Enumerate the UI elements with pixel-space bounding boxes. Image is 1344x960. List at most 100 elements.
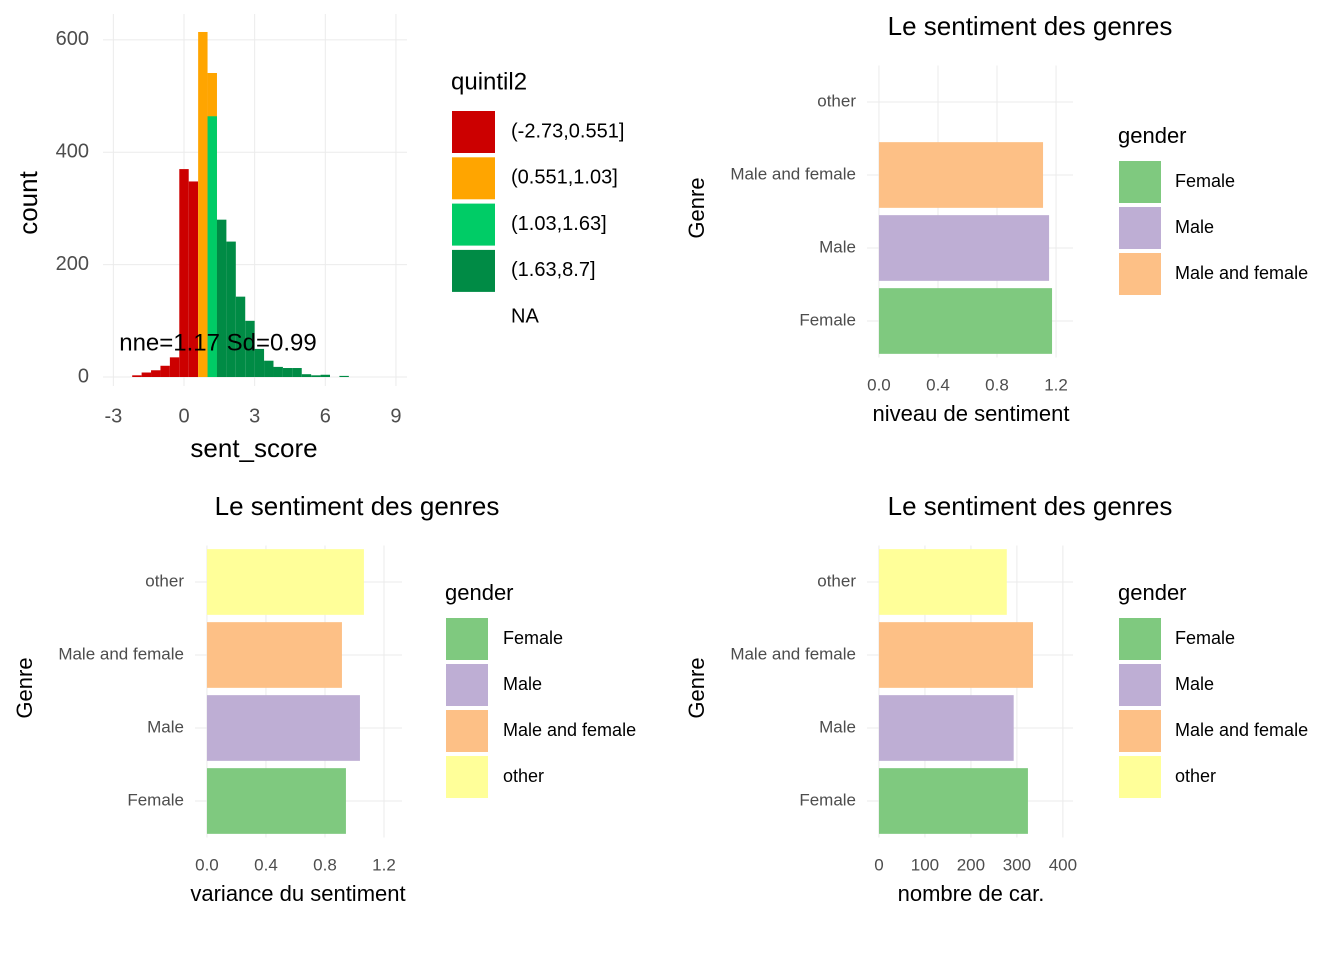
legend-title: quintil2 xyxy=(451,68,527,95)
x-tick-label: 0.0 xyxy=(867,375,891,394)
bar xyxy=(878,142,1044,208)
x-tick-label: 0.4 xyxy=(926,375,950,394)
histogram-bar xyxy=(226,241,236,378)
legend-label: Male and female xyxy=(503,720,636,740)
x-axis-label: sent_score xyxy=(190,433,317,463)
y-tick-label: Male xyxy=(147,717,184,736)
x-tick-label: 200 xyxy=(957,855,985,874)
x-axis-label: nombre de car. xyxy=(898,881,1045,906)
legend-title: gender xyxy=(445,580,514,605)
x-tick-label: 1.2 xyxy=(372,855,396,874)
chart-title: Le sentiment des genres xyxy=(888,491,1173,521)
histogram-bar xyxy=(320,374,330,378)
y-tick-label: other xyxy=(817,91,856,110)
legend-label: (1.03,1.63] xyxy=(511,213,607,235)
histogram-bar xyxy=(311,375,321,378)
y-tick-label: Male xyxy=(819,237,856,256)
legend-label: (1.63,8.7] xyxy=(511,259,596,281)
chart-title: Le sentiment des genres xyxy=(215,491,500,521)
legend-label: Male and female xyxy=(1175,263,1308,283)
x-tick-label: 0.0 xyxy=(195,855,219,874)
x-tick-label: 1.2 xyxy=(1044,375,1068,394)
histogram-bar xyxy=(339,375,349,378)
legend-key xyxy=(446,756,488,798)
histogram-bar xyxy=(151,370,161,378)
y-tick-label: Male and female xyxy=(58,644,184,663)
x-tick-label: 300 xyxy=(1003,855,1031,874)
bar xyxy=(878,622,1033,688)
legend-label: Female xyxy=(503,628,563,648)
y-axis-label: Genre xyxy=(684,177,709,238)
x-tick-label: 0.8 xyxy=(985,375,1009,394)
legend-key xyxy=(452,296,495,339)
bar xyxy=(878,695,1014,761)
legend-key xyxy=(1119,253,1161,295)
legend-label: other xyxy=(1175,766,1216,786)
x-tick-label: 100 xyxy=(911,855,939,874)
y-tick-label: Female xyxy=(127,790,184,809)
legend-key xyxy=(452,203,495,246)
histogram-bar xyxy=(254,348,265,378)
bar xyxy=(206,549,364,615)
y-tick-label: other xyxy=(145,571,184,590)
x-tick-label: 0.8 xyxy=(313,855,337,874)
legend-title: gender xyxy=(1118,580,1187,605)
legend-label: (0.551,1.03] xyxy=(511,167,618,189)
histogram-bar xyxy=(160,365,170,378)
legend-key xyxy=(1119,207,1161,249)
legend-key xyxy=(452,157,495,200)
y-tick-label: Male and female xyxy=(730,164,856,183)
y-axis-label: Genre xyxy=(684,657,709,718)
y-tick-label: 0 xyxy=(78,365,89,387)
x-tick-label: 0 xyxy=(874,855,883,874)
bar xyxy=(878,549,1007,615)
x-tick-label: 3 xyxy=(249,405,260,427)
histogram-bar xyxy=(141,372,152,378)
bar xyxy=(878,768,1028,834)
legend-label: other xyxy=(503,766,544,786)
x-tick-label: 400 xyxy=(1049,855,1077,874)
histogram-bar xyxy=(282,368,293,378)
legend-key xyxy=(1119,756,1161,798)
legend-label: Female xyxy=(1175,628,1235,648)
histogram-bar xyxy=(216,219,227,378)
histogram-bar xyxy=(235,296,246,378)
legend-title: gender xyxy=(1118,123,1187,148)
bar xyxy=(878,288,1053,354)
legend-key xyxy=(446,618,488,660)
y-tick-label: other xyxy=(817,571,856,590)
y-tick-label: 600 xyxy=(56,28,89,50)
histogram-bar xyxy=(273,366,283,378)
legend-label: Male and female xyxy=(1175,720,1308,740)
legend-key xyxy=(446,664,488,706)
legend-label: (-2.73,0.551] xyxy=(511,120,624,142)
bar xyxy=(206,622,342,688)
bar xyxy=(878,215,1050,281)
legend-key xyxy=(1119,664,1161,706)
x-tick-label: 0.4 xyxy=(254,855,278,874)
histogram-bar xyxy=(169,357,180,378)
histogram-bar xyxy=(292,368,302,378)
x-axis-label: niveau de sentiment xyxy=(873,401,1070,426)
y-tick-label: Female xyxy=(799,790,856,809)
histogram-bar xyxy=(198,31,208,378)
y-axis-label: count xyxy=(13,170,43,234)
chart-title: Le sentiment des genres xyxy=(888,11,1173,41)
y-tick-label: Male xyxy=(819,717,856,736)
histogram-bar xyxy=(264,360,274,378)
histogram-bar xyxy=(188,181,199,378)
x-tick-label: 6 xyxy=(320,405,331,427)
legend-key xyxy=(446,710,488,752)
legend-label: Male xyxy=(1175,217,1214,237)
x-tick-label: -3 xyxy=(104,405,122,427)
legend-key xyxy=(452,249,495,292)
histogram-bar xyxy=(132,375,142,378)
y-tick-label: 400 xyxy=(56,141,89,163)
y-tick-label: 200 xyxy=(56,253,89,275)
x-tick-label: 9 xyxy=(390,405,401,427)
y-axis-label: Genre xyxy=(12,657,37,718)
legend-label: Male xyxy=(503,674,542,694)
legend-key xyxy=(1119,710,1161,752)
